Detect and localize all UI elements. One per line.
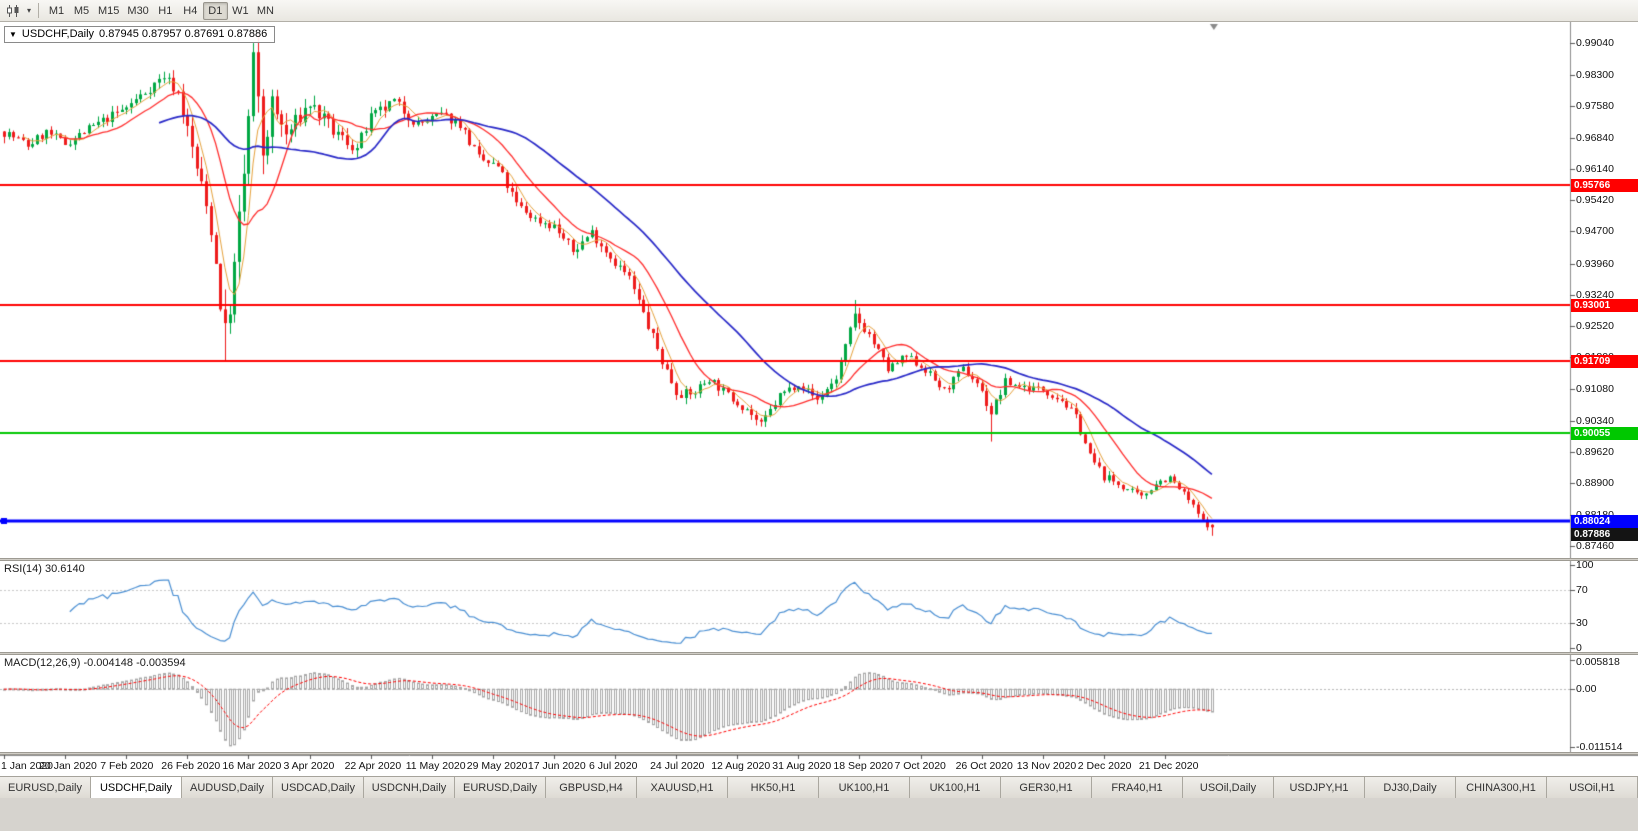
price-axis-label: 0.92520	[1576, 320, 1614, 333]
tab-hk50-h1[interactable]: HK50,H1	[728, 777, 819, 798]
price-axis-label: 0.96840	[1576, 132, 1614, 145]
date-axis-label: 2 Dec 2020	[1077, 760, 1132, 772]
price-axis-label: 0.93240	[1576, 288, 1614, 301]
price-axis-label: 0.90340	[1576, 414, 1614, 427]
date-axis-label: 1 Jan 2020	[1, 760, 53, 772]
tab-eurusd-daily[interactable]: EURUSD,Daily	[455, 777, 546, 798]
date-axis-label: 16 Mar 2020	[222, 760, 282, 772]
date-axis-label: 12 Aug 2020	[711, 760, 771, 772]
panel-splitter[interactable]	[0, 752, 1638, 755]
hline-price-tag: 0.91709	[1571, 354, 1638, 368]
status-bar	[0, 798, 1638, 831]
tab-fra40-h1[interactable]: FRA40,H1	[1092, 777, 1183, 798]
chart-tab-bar: EURUSD,Daily USDCHF,Daily AUDUSD,Daily USDC…	[0, 776, 1638, 798]
toolbar-separator	[38, 3, 39, 18]
price-axis-label: 0.88900	[1576, 477, 1614, 490]
tab-usdchf-daily[interactable]: USDCHF,Daily	[91, 777, 182, 798]
rsi-indicator-canvas[interactable]	[0, 561, 1638, 652]
toolbar: ▾ M1 M5 M15 M30 H1 H4 D1 W1 MN	[0, 0, 1638, 22]
date-axis-label: 26 Feb 2020	[161, 760, 221, 772]
rsi-scale-label: 100	[1576, 559, 1594, 571]
price-axis-label: 0.96140	[1576, 162, 1614, 175]
date-axis-label: 17 Jun 2020	[527, 760, 586, 772]
tab-gbpusd-h4[interactable]: GBPUSD,H4	[546, 777, 637, 798]
macd-panel-title: MACD(12,26,9) -0.004148 -0.003594	[4, 657, 186, 669]
hline-price-tag: 0.95766	[1571, 178, 1638, 192]
price-axis-label: 0.93960	[1576, 257, 1614, 270]
date-axis-label: 31 Aug 2020	[772, 760, 832, 772]
date-axis-label: 18 Sep 2020	[833, 760, 893, 772]
timeframe-button-mn[interactable]: MN	[256, 4, 274, 17]
panel-splitter[interactable]	[0, 652, 1638, 655]
timeframe-button-h1[interactable]: H1	[158, 4, 173, 17]
rsi-panel-title: RSI(14) 30.6140	[4, 563, 85, 575]
timeframe-button-m15[interactable]: M15	[98, 4, 120, 17]
chart-ohlc-values: 0.87945 0.87957 0.87691 0.87886	[99, 28, 268, 40]
date-axis-label: 22 Apr 2020	[344, 760, 402, 772]
hline-price-tag: 0.90055	[1571, 426, 1638, 440]
date-axis[interactable]	[0, 755, 1638, 776]
hline-price-tag: 0.93001	[1571, 298, 1638, 312]
rsi-scale-label: 0	[1576, 642, 1582, 654]
date-axis-label: 21 Dec 2020	[1138, 760, 1199, 772]
tab-usdcad-daily[interactable]: USDCAD,Daily	[273, 777, 364, 798]
tab-uk100-h1[interactable]: UK100,H1	[910, 777, 1001, 798]
tab-xauusd-h1[interactable]: XAUUSD,H1	[637, 777, 728, 798]
macd-indicator-canvas[interactable]	[0, 655, 1638, 752]
chart-window: ▼ USDCHF,Daily 0.87945 0.87957 0.87691 0…	[0, 22, 1638, 776]
date-axis-label: 13 Nov 2020	[1016, 760, 1077, 772]
timeframe-button-h4[interactable]: H4	[183, 4, 198, 17]
timeframe-button-m5[interactable]: M5	[73, 4, 90, 17]
price-axis-label: 0.97580	[1576, 100, 1614, 113]
date-axis-label: 24 Jul 2020	[650, 760, 705, 772]
hline-price-tag: 0.88024	[1571, 514, 1638, 528]
tab-usoil-h1[interactable]: USOil,H1	[1547, 777, 1638, 798]
panel-splitter[interactable]	[0, 558, 1638, 561]
chevron-down-icon[interactable]: ▾	[26, 6, 31, 15]
tab-audusd-daily[interactable]: AUDUSD,Daily	[182, 777, 273, 798]
tab-usdjpy-h1[interactable]: USDJPY,H1	[1274, 777, 1365, 798]
rsi-scale-label: 70	[1576, 583, 1588, 596]
date-axis-label: 6 Jul 2020	[589, 760, 638, 772]
date-axis-label: 3 Apr 2020	[283, 760, 335, 772]
tab-eurusd-daily[interactable]: EURUSD,Daily	[0, 777, 91, 798]
macd-scale-label: -0.011514	[1576, 741, 1623, 753]
price-axis-label: 0.94700	[1576, 225, 1614, 238]
date-axis-label: 7 Oct 2020	[894, 760, 946, 772]
timeframe-button-w1[interactable]: W1	[232, 4, 249, 17]
current-price-tag: 0.87886	[1571, 527, 1638, 541]
macd-scale-label: 0.00	[1576, 683, 1597, 696]
price-axis-label: 0.87460	[1576, 539, 1614, 552]
macd-scale-label: 0.005818	[1576, 656, 1620, 668]
tab-usdcnh-daily[interactable]: USDCNH,Daily	[364, 777, 455, 798]
timeframe-buttons: M1 M5 M15 M30 H1 H4 D1 W1 MN	[44, 1, 278, 20]
date-axis-label: 7 Feb 2020	[100, 760, 154, 772]
date-axis-label: 20 Jan 2020	[39, 760, 97, 772]
chart-symbol-period: USDCHF,Daily	[21, 28, 95, 40]
date-axis-label: 29 May 2020	[466, 760, 528, 772]
price-axis-label: 0.91080	[1576, 382, 1614, 395]
tab-usoil-daily[interactable]: USOil,Daily	[1183, 777, 1274, 798]
tab-china300-h1[interactable]: CHINA300,H1	[1456, 777, 1547, 798]
price-axis-label: 0.99040	[1576, 36, 1614, 49]
tab-ger30-h1[interactable]: GER30,H1	[1001, 777, 1092, 798]
price-axis-label: 0.98300	[1576, 68, 1614, 81]
chart-title: ▼ USDCHF,Daily 0.87945 0.87957 0.87691 0…	[4, 26, 276, 43]
chart-type-icon[interactable]	[3, 2, 23, 20]
date-axis-label: 11 May 2020	[405, 760, 466, 772]
tab-dj30-daily[interactable]: DJ30,Daily	[1365, 777, 1456, 798]
symbol-dropdown-icon: ▼	[9, 29, 17, 39]
timeframe-button-m1[interactable]: M1	[48, 4, 65, 17]
tab-uk100-h1[interactable]: UK100,H1	[819, 777, 910, 798]
timeframe-button-d1[interactable]: D1	[202, 1, 228, 20]
date-axis-label: 26 Oct 2020	[955, 760, 1013, 772]
price-axis-label: 0.89620	[1576, 446, 1614, 459]
price-axis-label: 0.95420	[1576, 194, 1614, 207]
price-chart-canvas[interactable]	[0, 22, 1638, 558]
rsi-scale-label: 30	[1576, 617, 1588, 630]
timeframe-button-m30[interactable]: M30	[127, 4, 149, 17]
